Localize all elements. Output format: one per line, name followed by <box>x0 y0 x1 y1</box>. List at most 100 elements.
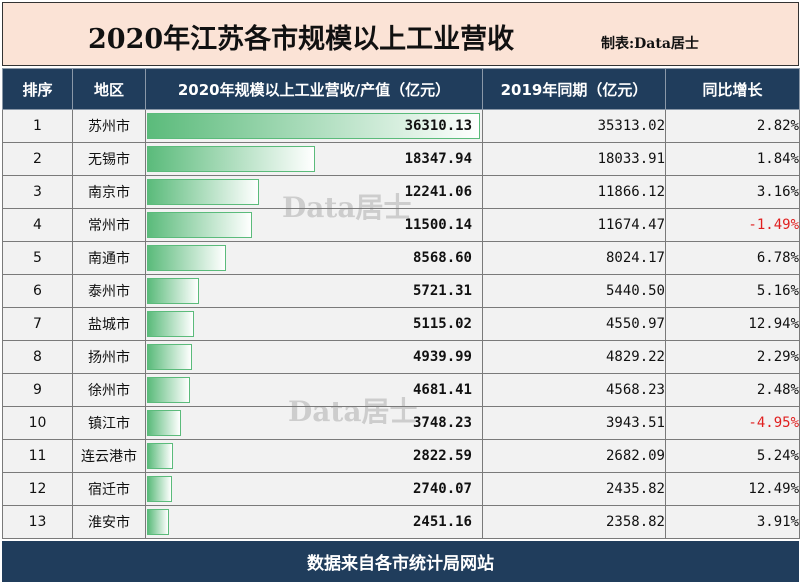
value-2020-label: 2740.07 <box>412 481 472 497</box>
table-row: 13 淮安市 2451.16 2358.82 3.91% <box>2 505 800 539</box>
value-2020-cell[interactable]: 4681.41 <box>145 373 483 407</box>
growth-cell[interactable]: 2.82% <box>665 109 800 143</box>
table-row: 3 南京市 12241.06 11866.12 3.16% <box>2 175 800 209</box>
growth-cell[interactable]: 6.78% <box>665 241 800 275</box>
value-2020-label: 2822.59 <box>412 448 472 464</box>
data-bar <box>147 278 200 304</box>
region-cell[interactable]: 淮安市 <box>72 505 146 539</box>
data-bar <box>147 443 173 469</box>
value-2020-label: 4939.99 <box>412 349 472 365</box>
value-2020-label: 36310.13 <box>404 118 472 134</box>
table-row: 8 扬州市 4939.99 4829.22 2.29% <box>2 340 800 374</box>
credit-note: 制表:Data居士 <box>601 36 699 52</box>
growth-cell[interactable]: 12.49% <box>665 472 800 506</box>
value-2020-cell[interactable]: 12241.06 <box>145 175 483 209</box>
header-region[interactable]: 地区 <box>72 68 146 110</box>
data-bar <box>147 344 193 370</box>
value-2019-cell[interactable]: 11866.12 <box>482 175 666 209</box>
title-bar: 2020年江苏各市规模以上工业营收 制表:Data居士 <box>2 2 799 66</box>
header-value-2020[interactable]: 2020年规模以上工业营收/产值（亿元） <box>145 68 483 110</box>
table-row: 9 徐州市 4681.41 4568.23 2.48% <box>2 373 800 407</box>
value-2020-cell[interactable]: 5115.02 <box>145 307 483 341</box>
value-2019-cell[interactable]: 11674.47 <box>482 208 666 242</box>
value-2020-cell[interactable]: 2740.07 <box>145 472 483 506</box>
table-row: 11 连云港市 2822.59 2682.09 5.24% <box>2 439 800 473</box>
value-2020-label: 2451.16 <box>412 514 472 530</box>
rank-cell[interactable]: 13 <box>2 505 73 539</box>
region-cell[interactable]: 苏州市 <box>72 109 146 143</box>
region-cell[interactable]: 南京市 <box>72 175 146 209</box>
value-2019-cell[interactable]: 2435.82 <box>482 472 666 506</box>
value-2019-cell[interactable]: 18033.91 <box>482 142 666 176</box>
data-bar <box>147 245 226 271</box>
growth-cell[interactable]: -1.49% <box>665 208 800 242</box>
growth-cell[interactable]: 3.91% <box>665 505 800 539</box>
value-2019-cell[interactable]: 2358.82 <box>482 505 666 539</box>
value-2019-cell[interactable]: 4568.23 <box>482 373 666 407</box>
value-2019-cell[interactable]: 4550.97 <box>482 307 666 341</box>
table-row: 10 镇江市 3748.23 3943.51 -4.95% <box>2 406 800 440</box>
growth-cell[interactable]: 1.84% <box>665 142 800 176</box>
rank-cell[interactable]: 12 <box>2 472 73 506</box>
rank-cell[interactable]: 2 <box>2 142 73 176</box>
table-row: 2 无锡市 18347.94 18033.91 1.84% <box>2 142 800 176</box>
table-row: 7 盐城市 5115.02 4550.97 12.94% <box>2 307 800 341</box>
value-2020-label: 4681.41 <box>412 382 472 398</box>
value-2019-cell[interactable]: 5440.50 <box>482 274 666 308</box>
region-cell[interactable]: 常州市 <box>72 208 146 242</box>
table-row: 1 苏州市 36310.13 35313.02 2.82% <box>2 109 800 143</box>
value-2020-cell[interactable]: 3748.23 <box>145 406 483 440</box>
rank-cell[interactable]: 4 <box>2 208 73 242</box>
value-2020-cell[interactable]: 2451.16 <box>145 505 483 539</box>
region-cell[interactable]: 盐城市 <box>72 307 146 341</box>
data-bar <box>147 212 253 238</box>
value-2019-cell[interactable]: 8024.17 <box>482 241 666 275</box>
region-cell[interactable]: 无锡市 <box>72 142 146 176</box>
region-cell[interactable]: 南通市 <box>72 241 146 275</box>
value-2020-cell[interactable]: 5721.31 <box>145 274 483 308</box>
value-2020-cell[interactable]: 11500.14 <box>145 208 483 242</box>
rank-cell[interactable]: 11 <box>2 439 73 473</box>
rank-cell[interactable]: 1 <box>2 109 73 143</box>
region-cell[interactable]: 扬州市 <box>72 340 146 374</box>
value-2019-cell[interactable]: 4829.22 <box>482 340 666 374</box>
rank-cell[interactable]: 3 <box>2 175 73 209</box>
header-rank[interactable]: 排序 <box>2 68 73 110</box>
value-2020-label: 12241.06 <box>404 184 472 200</box>
rank-cell[interactable]: 10 <box>2 406 73 440</box>
region-cell[interactable]: 连云港市 <box>72 439 146 473</box>
rank-cell[interactable]: 8 <box>2 340 73 374</box>
growth-cell[interactable]: 5.24% <box>665 439 800 473</box>
value-2020-cell[interactable]: 8568.60 <box>145 241 483 275</box>
table-row: 6 泰州市 5721.31 5440.50 5.16% <box>2 274 800 308</box>
growth-cell[interactable]: 12.94% <box>665 307 800 341</box>
value-2019-cell[interactable]: 2682.09 <box>482 439 666 473</box>
growth-cell[interactable]: 3.16% <box>665 175 800 209</box>
header-row: 排序 地区 2020年规模以上工业营收/产值（亿元） 2019年同期（亿元） 同… <box>2 68 800 110</box>
value-2020-cell[interactable]: 36310.13 <box>145 109 483 143</box>
value-2020-cell[interactable]: 18347.94 <box>145 142 483 176</box>
rank-cell[interactable]: 6 <box>2 274 73 308</box>
value-2019-cell[interactable]: 35313.02 <box>482 109 666 143</box>
region-cell[interactable]: 宿迁市 <box>72 472 146 506</box>
region-cell[interactable]: 镇江市 <box>72 406 146 440</box>
growth-cell[interactable]: 2.48% <box>665 373 800 407</box>
value-2020-cell[interactable]: 2822.59 <box>145 439 483 473</box>
region-cell[interactable]: 徐州市 <box>72 373 146 407</box>
value-2019-cell[interactable]: 3943.51 <box>482 406 666 440</box>
region-cell[interactable]: 泰州市 <box>72 274 146 308</box>
value-2020-label: 5115.02 <box>412 316 472 332</box>
data-table: 排序 地区 2020年规模以上工业营收/产值（亿元） 2019年同期（亿元） 同… <box>2 68 800 539</box>
growth-cell[interactable]: 2.29% <box>665 340 800 374</box>
growth-cell[interactable]: -4.95% <box>665 406 800 440</box>
value-2020-cell[interactable]: 4939.99 <box>145 340 483 374</box>
data-bar <box>147 476 173 502</box>
header-growth[interactable]: 同比增长 <box>665 68 800 110</box>
growth-cell[interactable]: 5.16% <box>665 274 800 308</box>
rank-cell[interactable]: 5 <box>2 241 73 275</box>
rank-cell[interactable]: 7 <box>2 307 73 341</box>
header-value-2019[interactable]: 2019年同期（亿元） <box>482 68 666 110</box>
table-row: 5 南通市 8568.60 8024.17 6.78% <box>2 241 800 275</box>
table-body: 1 苏州市 36310.13 35313.02 2.82% 2 无锡市 18347.94 180… <box>2 109 800 539</box>
rank-cell[interactable]: 9 <box>2 373 73 407</box>
